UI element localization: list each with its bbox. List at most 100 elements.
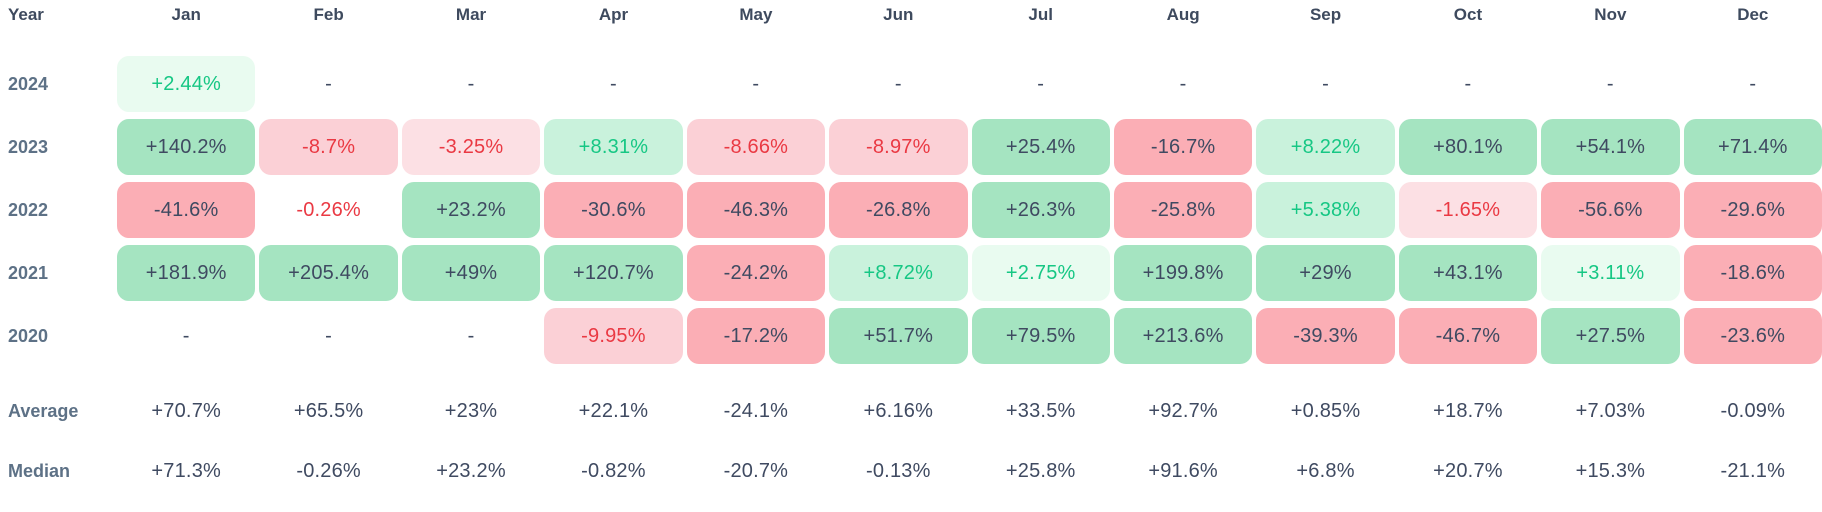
cell-2024-oct: - — [1464, 72, 1472, 95]
cell-2020-jun: +51.7% — [829, 308, 968, 364]
cell-2020-jul: +79.5% — [971, 308, 1110, 364]
cell-2022-sep: +5.38% — [1256, 182, 1395, 238]
cell-2021-sep: +29% — [1256, 245, 1395, 301]
cell-2021-may: -24.2% — [686, 245, 826, 301]
cell-median-mar: +23.2% — [436, 459, 506, 482]
cell-2024-feb: - — [325, 72, 333, 95]
cell-2022-dec: -29.6% — [1683, 182, 1822, 238]
cell-2020-mar: - — [467, 324, 475, 347]
row-label-median: Median — [8, 460, 71, 481]
summary-row-average: Average +70.7% +65.5% +23% +22.1% -24.1% +6.16… — [0, 383, 1822, 439]
cell-2020-nov: +27.5% — [1541, 308, 1680, 364]
cell-2023-mar: -3.25% — [401, 119, 541, 175]
row-label-2021: 2021 — [8, 262, 49, 283]
cell-2023-dec: +71.4% — [1683, 119, 1822, 175]
month-header-feb: Feb — [313, 5, 344, 24]
cell-average-nov: +7.03% — [1575, 399, 1646, 422]
cell-2021-aug: +199.8% — [1113, 245, 1253, 301]
month-header-apr: Apr — [598, 5, 629, 24]
cell-median-dec: -21.1% — [1720, 459, 1786, 482]
cell-2020-dec: -23.6% — [1683, 308, 1822, 364]
year-row-2023: 2023 +140.2% -8.7% -3.25% +8.31% -8.66% -8.97%… — [0, 119, 1822, 175]
cell-average-jul: +33.5% — [1005, 399, 1076, 422]
month-header-sep: Sep — [1309, 5, 1342, 24]
cell-median-jun: -0.13% — [866, 459, 931, 482]
cell-2020-sep: -39.3% — [1256, 308, 1395, 364]
cell-2023-jun: -8.97% — [829, 119, 968, 175]
cell-average-oct: +18.7% — [1433, 399, 1503, 422]
month-header-jun: Jun — [883, 5, 914, 24]
cell-2024-apr: - — [610, 72, 617, 95]
year-column-header: Year — [8, 5, 44, 24]
cell-2020-jan: - — [182, 324, 190, 347]
cell-2020-oct: -46.7% — [1398, 308, 1538, 364]
cell-2020-apr: -9.95% — [544, 308, 683, 364]
cell-2020-feb: - — [325, 324, 333, 347]
cell-2022-apr: -30.6% — [544, 182, 683, 238]
cell-median-sep: +6.8% — [1296, 459, 1355, 482]
month-header-oct: Oct — [1453, 5, 1483, 24]
cell-2023-jan: +140.2% — [117, 119, 256, 175]
cell-median-nov: +15.3% — [1575, 459, 1646, 482]
summary-row-median: Median +71.3% -0.26% +23.2% -0.82% -20.7% -0.1… — [0, 443, 1822, 499]
cell-2021-mar: +49% — [401, 245, 541, 301]
cell-average-may: -24.1% — [723, 399, 789, 422]
year-row-2020: 2020 - - - -9.95% -17.2% +51.7% +79.5% +213.6% -3… — [0, 308, 1822, 364]
cell-average-sep: +0.85% — [1290, 399, 1361, 422]
cell-2023-sep: +8.22% — [1256, 119, 1395, 175]
cell-2024-jun: - — [894, 72, 902, 95]
cell-2021-oct: +43.1% — [1398, 245, 1538, 301]
year-row-2024: 2024 +2.44% - - - - - - - - - - - — [0, 56, 1822, 112]
month-header-jan: Jan — [171, 5, 201, 24]
cell-median-may: -20.7% — [723, 459, 789, 482]
cell-2023-feb: -8.7% — [259, 119, 398, 175]
cell-2021-feb: +205.4% — [259, 245, 398, 301]
cell-median-feb: -0.26% — [296, 459, 361, 482]
cell-2021-jun: +8.72% — [829, 245, 968, 301]
cell-2023-apr: +8.31% — [544, 119, 683, 175]
cell-2024-nov: - — [1606, 72, 1614, 95]
row-label-2023: 2023 — [8, 136, 49, 157]
cell-2022-jun: -26.8% — [829, 182, 968, 238]
cell-2024-dec: - — [1749, 72, 1757, 95]
cell-2022-jan: -41.6% — [117, 182, 256, 238]
cell-2024-may: - — [752, 72, 760, 95]
month-header-aug: Aug — [1166, 5, 1200, 24]
cell-2024-aug: - — [1179, 72, 1187, 95]
month-header-may: May — [739, 5, 773, 24]
cell-2023-nov: +54.1% — [1541, 119, 1680, 175]
cell-2022-aug: -25.8% — [1113, 182, 1253, 238]
cell-2024-sep: - — [1322, 72, 1329, 95]
month-header-dec: Dec — [1737, 5, 1769, 24]
cell-2023-may: -8.66% — [686, 119, 826, 175]
row-label-2024: 2024 — [8, 73, 49, 94]
cell-2021-apr: +120.7% — [544, 245, 683, 301]
cell-median-apr: -0.82% — [581, 459, 646, 482]
cell-2023-oct: +80.1% — [1398, 119, 1538, 175]
cell-median-aug: +91.6% — [1148, 459, 1218, 482]
cell-2021-dec: -18.6% — [1683, 245, 1822, 301]
cell-2021-jan: +181.9% — [117, 245, 256, 301]
cell-2020-aug: +213.6% — [1113, 308, 1253, 364]
cell-2024-mar: - — [467, 72, 475, 95]
cell-2022-mar: +23.2% — [401, 182, 541, 238]
month-header-jul: Jul — [1028, 5, 1053, 24]
cell-2022-feb: -0.26% — [296, 198, 361, 221]
cell-2020-may: -17.2% — [686, 308, 826, 364]
cell-2022-may: -46.3% — [686, 182, 826, 238]
cell-2024-jan: +2.44% — [117, 56, 256, 112]
cell-average-apr: +22.1% — [578, 399, 649, 422]
cell-average-feb: +65.5% — [293, 399, 364, 422]
cell-2024-jul: - — [1037, 72, 1045, 95]
cell-2022-oct: -1.65% — [1398, 182, 1538, 238]
cell-average-mar: +23% — [444, 399, 498, 422]
cell-median-oct: +20.7% — [1433, 459, 1503, 482]
cell-2021-nov: +3.11% — [1541, 245, 1680, 301]
cell-average-jun: +6.16% — [863, 399, 934, 422]
row-label-2022: 2022 — [8, 199, 49, 220]
cell-median-jul: +25.8% — [1005, 459, 1076, 482]
cell-2022-nov: -56.6% — [1541, 182, 1680, 238]
cell-average-dec: -0.09% — [1720, 399, 1786, 422]
row-label-average: Average — [8, 400, 79, 421]
